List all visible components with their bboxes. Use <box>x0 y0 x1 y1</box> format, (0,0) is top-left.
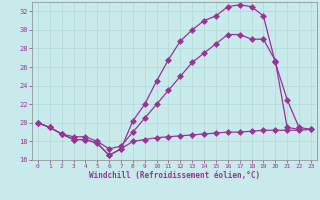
X-axis label: Windchill (Refroidissement éolien,°C): Windchill (Refroidissement éolien,°C) <box>89 171 260 180</box>
